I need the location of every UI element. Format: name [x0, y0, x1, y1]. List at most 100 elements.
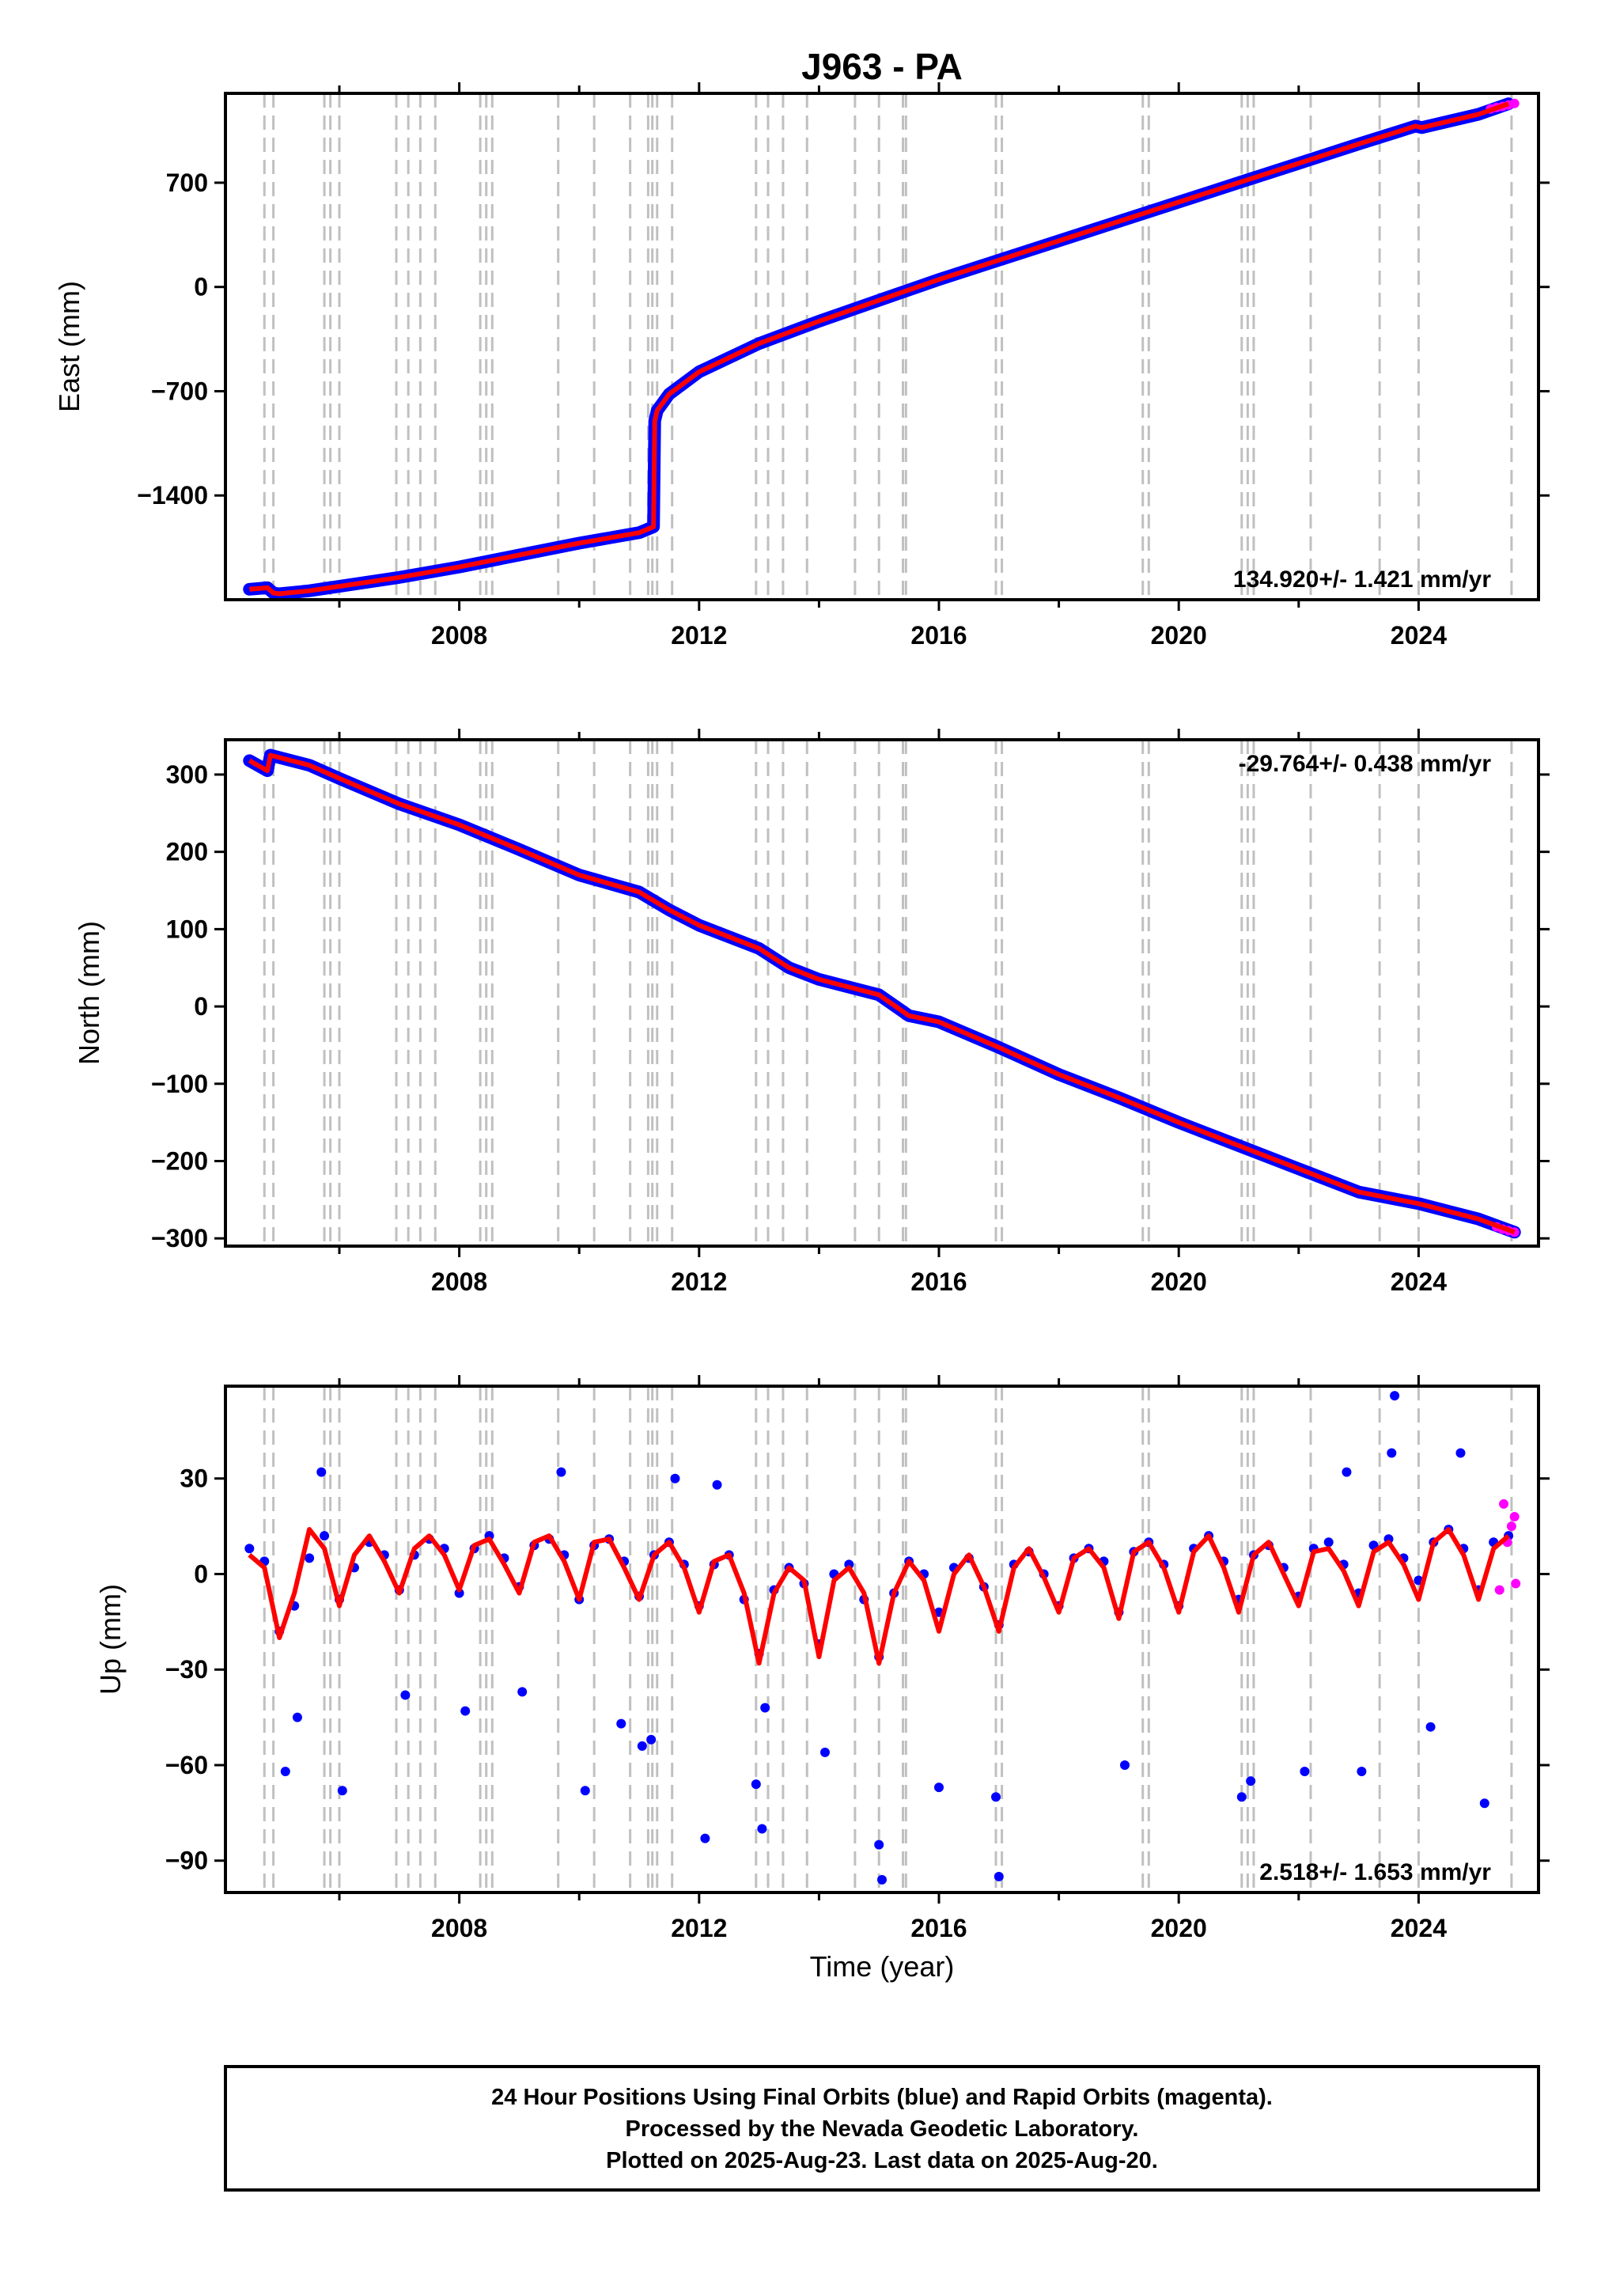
up-final-point	[994, 1871, 1004, 1881]
up-final-point	[751, 1779, 761, 1790]
up-y-axis-label: Up (mm)	[94, 1584, 127, 1695]
north-xtick-label: 2016	[910, 1267, 967, 1296]
up-final-point	[337, 1786, 347, 1796]
up-final-point	[305, 1553, 315, 1563]
chart-title: J963 - PA	[801, 46, 963, 87]
up-final-point	[1455, 1448, 1466, 1458]
footer-line-1: 24 Hour Positions Using Final Orbits (bl…	[491, 2085, 1273, 2110]
up-final-point	[580, 1786, 590, 1796]
up-final-point	[819, 1747, 830, 1757]
north-ytick-label: −300	[151, 1224, 208, 1252]
up-rapid-point	[1511, 1578, 1521, 1589]
x-axis-label: Time (year)	[810, 1950, 955, 1983]
up-final-point	[280, 1767, 290, 1777]
up-final-point	[454, 1588, 464, 1598]
up-xtick-label: 2016	[910, 1914, 967, 1942]
up-rapid-point	[1499, 1498, 1509, 1509]
north-y-axis-label: North (mm)	[73, 921, 105, 1065]
up-panel: −90 −60 −30 0 30 2008 2012 2016 2020 2024 Up (mm) 2…	[94, 1375, 1550, 1942]
north-ytick-label: −200	[151, 1147, 208, 1176]
east-model-line	[249, 101, 1510, 597]
up-final-point	[320, 1531, 330, 1541]
up-final-point	[1387, 1448, 1397, 1458]
up-final-point	[874, 1839, 884, 1850]
up-final-point	[712, 1480, 722, 1490]
up-final-point	[1357, 1767, 1367, 1777]
up-xtick-label: 2012	[671, 1914, 727, 1942]
north-xtick-label: 2024	[1391, 1267, 1447, 1296]
up-model-line	[248, 1527, 1511, 1666]
up-final-point	[877, 1874, 887, 1885]
up-xtick-label: 2024	[1391, 1914, 1447, 1942]
north-ytick-label: 100	[166, 915, 208, 943]
up-final-point	[757, 1824, 767, 1834]
north-model-line	[248, 752, 1516, 1235]
up-final-point	[616, 1718, 626, 1729]
east-xtick-label: 2008	[431, 621, 487, 650]
east-rate-label: 134.920+/- 1.421 mm/yr	[1233, 566, 1491, 593]
up-final-point	[670, 1473, 680, 1483]
up-final-point	[1425, 1722, 1436, 1732]
up-final-point	[1323, 1537, 1334, 1548]
up-final-point	[991, 1792, 1001, 1802]
up-frame	[224, 1385, 1540, 1894]
up-ytick-label: −60	[165, 1751, 208, 1779]
up-final-point	[934, 1783, 944, 1793]
east-ytick-label: −1400	[137, 481, 208, 510]
up-ytick-label: 30	[180, 1464, 208, 1493]
footer-box	[224, 2065, 1540, 2192]
up-final-point	[1236, 1792, 1247, 1802]
east-panel: −1400 −700 0 700 2008 2012 2016 2020 2024 East (m…	[53, 82, 1550, 650]
up-final-point	[400, 1690, 411, 1700]
up-final-point	[517, 1687, 528, 1697]
north-xtick-label: 2020	[1151, 1267, 1207, 1296]
north-rate-label: -29.764+/- 0.438 mm/yr	[1239, 751, 1492, 777]
north-ytick-label: 300	[166, 760, 208, 789]
east-ytick-label: 0	[194, 273, 208, 301]
north-xtick-label: 2008	[431, 1267, 487, 1296]
up-ytick-label: −30	[165, 1655, 208, 1684]
footer-line-3: Plotted on 2025-Aug-23. Last data on 202…	[606, 2148, 1158, 2173]
up-final-point	[556, 1467, 566, 1477]
up-rate-label: 2.518+/- 1.653 mm/yr	[1259, 1859, 1491, 1885]
up-final-point	[637, 1741, 647, 1751]
up-final-point	[1119, 1760, 1130, 1770]
east-xtick-label: 2024	[1391, 621, 1447, 650]
up-final-point	[1390, 1391, 1400, 1401]
up-ytick-label: −90	[165, 1847, 208, 1875]
up-final-point	[292, 1712, 302, 1722]
east-ytick-label: −700	[151, 377, 208, 405]
east-rapid-point	[1509, 98, 1520, 108]
east-xtick-label: 2020	[1151, 621, 1207, 650]
up-rapid-point	[1506, 1521, 1516, 1532]
up-final-point	[646, 1734, 657, 1745]
east-xtick-label: 2016	[910, 621, 967, 650]
up-final-point	[760, 1703, 770, 1713]
up-final-point	[1479, 1798, 1489, 1809]
up-final-point	[1246, 1776, 1256, 1786]
east-ytick-label: 700	[166, 169, 208, 197]
up-final-point	[700, 1833, 710, 1843]
east-plot-area	[225, 93, 1539, 600]
east-frame	[224, 92, 1540, 601]
up-final-point	[244, 1544, 255, 1554]
north-xtick-label: 2012	[671, 1267, 727, 1296]
up-final-point	[460, 1706, 471, 1716]
up-final-point	[316, 1467, 327, 1477]
east-y-axis-label: East (mm)	[53, 281, 85, 412]
up-final-point	[1342, 1467, 1352, 1477]
east-xtick-label: 2012	[671, 621, 727, 650]
north-ytick-label: −100	[151, 1070, 208, 1098]
up-xtick-label: 2008	[431, 1914, 487, 1942]
footer-line-2: Processed by the Nevada Geodetic Laborat…	[626, 2116, 1139, 2142]
north-frame	[224, 738, 1540, 1248]
north-ytick-label: 0	[194, 992, 208, 1021]
up-ytick-label: 0	[194, 1559, 208, 1588]
north-ytick-label: 200	[166, 838, 208, 866]
up-final-point	[1300, 1767, 1310, 1777]
up-xtick-label: 2020	[1151, 1914, 1207, 1942]
up-rapid-point	[1509, 1512, 1520, 1522]
north-panel: −300 −200 −100 0 100 200 300 2008 2012 2016 2020 20…	[73, 729, 1550, 1296]
up-rapid-point	[1494, 1585, 1504, 1595]
